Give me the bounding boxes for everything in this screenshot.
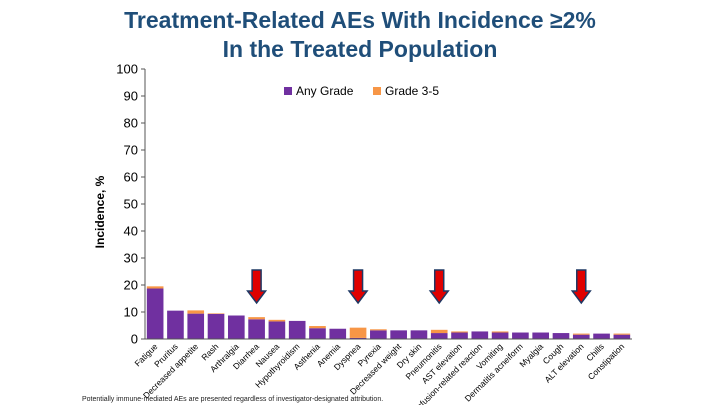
y-tick-label: 80 xyxy=(124,116,138,131)
y-tick-label: 100 xyxy=(116,62,138,77)
down-arrow-icon xyxy=(428,269,450,305)
y-tick-label: 90 xyxy=(124,89,138,104)
bars xyxy=(146,286,631,339)
highlight-arrows xyxy=(246,269,592,305)
bar-any-grade xyxy=(248,319,265,339)
title-line-1: Treatment-Related AEs With Incidence ≥2% xyxy=(124,7,596,33)
chart-title: Treatment-Related AEs With Incidence ≥2%… xyxy=(0,6,720,64)
legend: Any Grade Grade 3-5 xyxy=(284,84,439,98)
bar-grade-3-5 xyxy=(146,286,164,289)
bar-any-grade xyxy=(430,333,448,339)
y-tick-label: 60 xyxy=(124,170,138,185)
y-axis-ticks: 0 10 20 30 40 50 60 70 80 90 100 xyxy=(116,62,145,347)
y-tick-label: 10 xyxy=(124,305,138,320)
bar-grade-3-5 xyxy=(309,326,326,329)
bar-grade-3-5 xyxy=(349,327,367,338)
legend-swatch xyxy=(373,87,381,95)
bar-any-grade xyxy=(167,310,184,339)
bar-grade-3-5 xyxy=(572,333,590,335)
bar-any-grade xyxy=(552,333,570,339)
y-tick-label: 30 xyxy=(124,251,138,266)
down-arrow-icon xyxy=(347,269,369,305)
bar-any-grade xyxy=(491,332,509,339)
y-tick-label: 0 xyxy=(131,332,138,347)
y-tick-label: 20 xyxy=(124,278,138,293)
bar-any-grade xyxy=(329,328,347,339)
bar-any-grade xyxy=(471,331,489,339)
bar-any-grade xyxy=(187,313,205,339)
bar-any-grade xyxy=(288,320,306,339)
legend-label: Grade 3-5 xyxy=(385,84,439,98)
bar-grade-3-5 xyxy=(207,313,225,314)
bar-any-grade xyxy=(572,334,590,339)
bar-grade-3-5 xyxy=(370,329,387,331)
bar-grade-3-5 xyxy=(491,331,509,333)
footnote: Potentially immune-mediated AEs are pres… xyxy=(82,396,384,403)
down-arrow-icon xyxy=(570,269,592,305)
bar-any-grade xyxy=(207,313,225,339)
legend-label: Any Grade xyxy=(296,84,354,98)
bar-any-grade xyxy=(593,333,610,339)
bar-grade-3-5 xyxy=(187,310,205,314)
bar-any-grade xyxy=(349,337,367,339)
bar-any-grade xyxy=(146,288,164,339)
bar-any-grade xyxy=(370,330,387,339)
bar-grade-3-5 xyxy=(430,329,448,334)
bar-any-grade xyxy=(532,332,550,339)
bar-any-grade xyxy=(512,332,529,339)
bar-grade-3-5 xyxy=(268,319,286,322)
title-line-2: In the Treated Population xyxy=(222,36,498,62)
bar-any-grade xyxy=(268,321,286,339)
bar-any-grade xyxy=(309,328,326,339)
y-tick-label: 50 xyxy=(124,197,138,212)
bar-any-grade xyxy=(227,315,245,339)
down-arrow-icon xyxy=(246,269,268,305)
bar-grade-3-5 xyxy=(613,333,631,335)
legend-swatch xyxy=(284,87,292,95)
y-tick-label: 70 xyxy=(124,143,138,158)
axes xyxy=(144,69,632,340)
bar-grade-3-5 xyxy=(248,317,265,320)
bar-any-grade xyxy=(390,330,407,339)
bar-grade-3-5 xyxy=(451,331,468,333)
bar-any-grade xyxy=(451,332,468,339)
bar-any-grade xyxy=(410,330,428,339)
y-tick-label: 40 xyxy=(124,224,138,239)
bar-any-grade xyxy=(613,334,631,339)
y-axis-label: Incidence, % xyxy=(93,175,107,248)
